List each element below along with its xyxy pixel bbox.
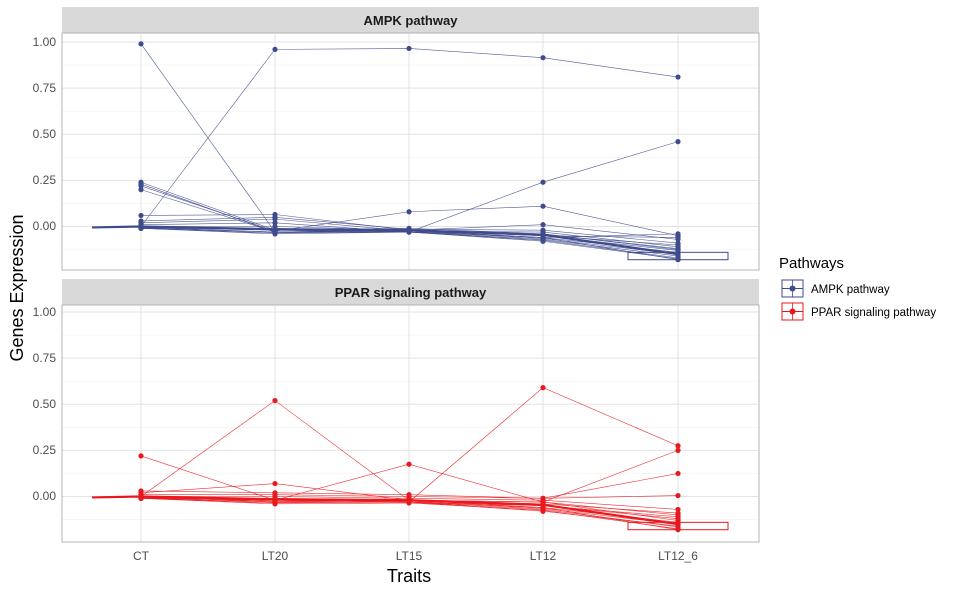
data-point [675,506,681,513]
legend: Pathways AMPK pathway PPAR signaling pat… [779,255,936,321]
data-point [406,209,412,215]
data-point [540,203,546,209]
x-tick-label: LT12 [530,549,557,563]
x-axis: CT LT20 LT15 LT12 LT12_6 [133,549,698,563]
data-point [540,234,546,241]
strip-ppar [62,279,759,305]
y-tick-label: 0.75 [33,351,57,365]
data-point [272,216,278,222]
data-point [540,231,546,237]
data-point [675,470,681,477]
legend-label-ppar: PPAR signaling pathway [811,307,936,319]
data-point [675,74,681,80]
data-point [540,504,546,511]
plot-area-ppar [62,305,759,542]
data-point [675,510,681,516]
data-point [138,212,144,219]
data-point [406,225,412,231]
x-tick-label: LT12_6 [658,549,698,563]
data-point [138,183,144,189]
data-point [675,447,681,453]
data-point [540,238,546,244]
data-point [540,497,546,503]
y-tick-label: 0.00 [33,219,57,233]
legend-key-point-ampk [789,285,796,292]
data-point [675,492,681,499]
data-point [675,523,681,529]
data-point [272,220,278,226]
x-tick-label: LT15 [396,549,423,563]
series-ampk [91,41,729,263]
data-point [406,461,412,467]
data-point [540,508,546,514]
y-axis-ampk: 1.00 0.75 0.50 0.25 0.00 [33,35,57,233]
x-tick-label: CT [133,549,150,563]
data-point [272,397,278,404]
y-tick-label: 0.50 [33,397,57,411]
data-point [675,256,681,262]
data-point [675,240,681,246]
y-axis-title: Genes Expression [7,214,27,361]
y-tick-label: 1.00 [33,35,57,49]
data-point [540,179,546,185]
data-point [675,236,681,243]
y-tick-label: 0.25 [33,443,57,457]
data-point [406,45,412,52]
panel-border-ampk [61,32,760,271]
legend-key-ampk [781,279,804,298]
panel-ppar: PPAR signaling pathway 1.00 0.75 0.50 0.… [33,279,760,543]
data-point [540,222,546,228]
data-point [675,514,681,520]
series-ppar [91,385,729,533]
y-tick-label: 0.00 [33,489,57,503]
data-point [675,443,681,449]
x-axis-title: Traits [387,566,431,586]
data-point [138,187,144,193]
data-point [272,46,278,52]
data-point [540,385,546,391]
data-point [272,497,278,503]
strip-label-ampk: AMPK pathway [364,13,459,28]
data-point [272,480,278,487]
y-tick-label: 0.50 [33,127,57,141]
data-point [138,453,144,459]
data-point [138,495,144,501]
legend-key-point-ppar [789,308,796,315]
grid-ppar [62,305,759,542]
y-axis-ppar: 1.00 0.75 0.50 0.25 0.00 [33,305,57,503]
data-point [675,527,681,533]
x-tick-label: LT20 [262,549,289,563]
panel-border-ppar [61,304,760,543]
data-point [272,229,278,235]
y-tick-label: 0.75 [33,81,57,95]
data-point [675,139,681,145]
data-point [138,41,144,47]
legend-key-ppar [781,302,804,321]
y-tick-label: 0.25 [33,173,57,187]
data-point [138,488,144,494]
data-point [540,55,546,61]
legend-label-ampk: AMPK pathway [811,284,890,296]
strip-ampk [62,7,759,33]
legend-title: Pathways [779,255,844,272]
y-tick-label: 1.00 [33,305,57,319]
data-point [675,246,681,253]
data-point [406,499,412,505]
data-point [406,229,412,235]
strip-label-ppar: PPAR signaling pathway [335,285,487,300]
data-point [138,225,144,231]
panel-ampk: AMPK pathway 1.00 0.75 0.50 0.25 0.00 [33,7,760,271]
